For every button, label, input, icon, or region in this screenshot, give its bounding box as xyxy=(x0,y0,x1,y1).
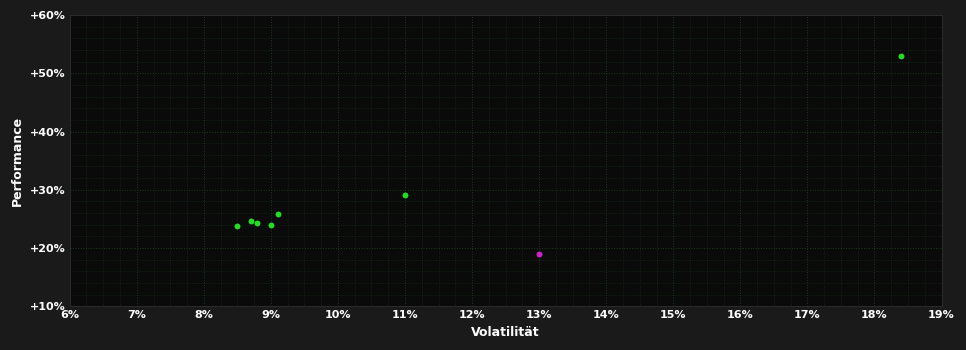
Y-axis label: Performance: Performance xyxy=(12,116,24,206)
Point xyxy=(230,223,245,229)
X-axis label: Volatilität: Volatilität xyxy=(471,326,540,339)
Point xyxy=(243,218,259,224)
Point xyxy=(531,251,547,257)
Point xyxy=(397,192,412,198)
Point xyxy=(894,53,909,59)
Point xyxy=(263,222,278,228)
Point xyxy=(270,211,285,217)
Point xyxy=(250,220,266,226)
